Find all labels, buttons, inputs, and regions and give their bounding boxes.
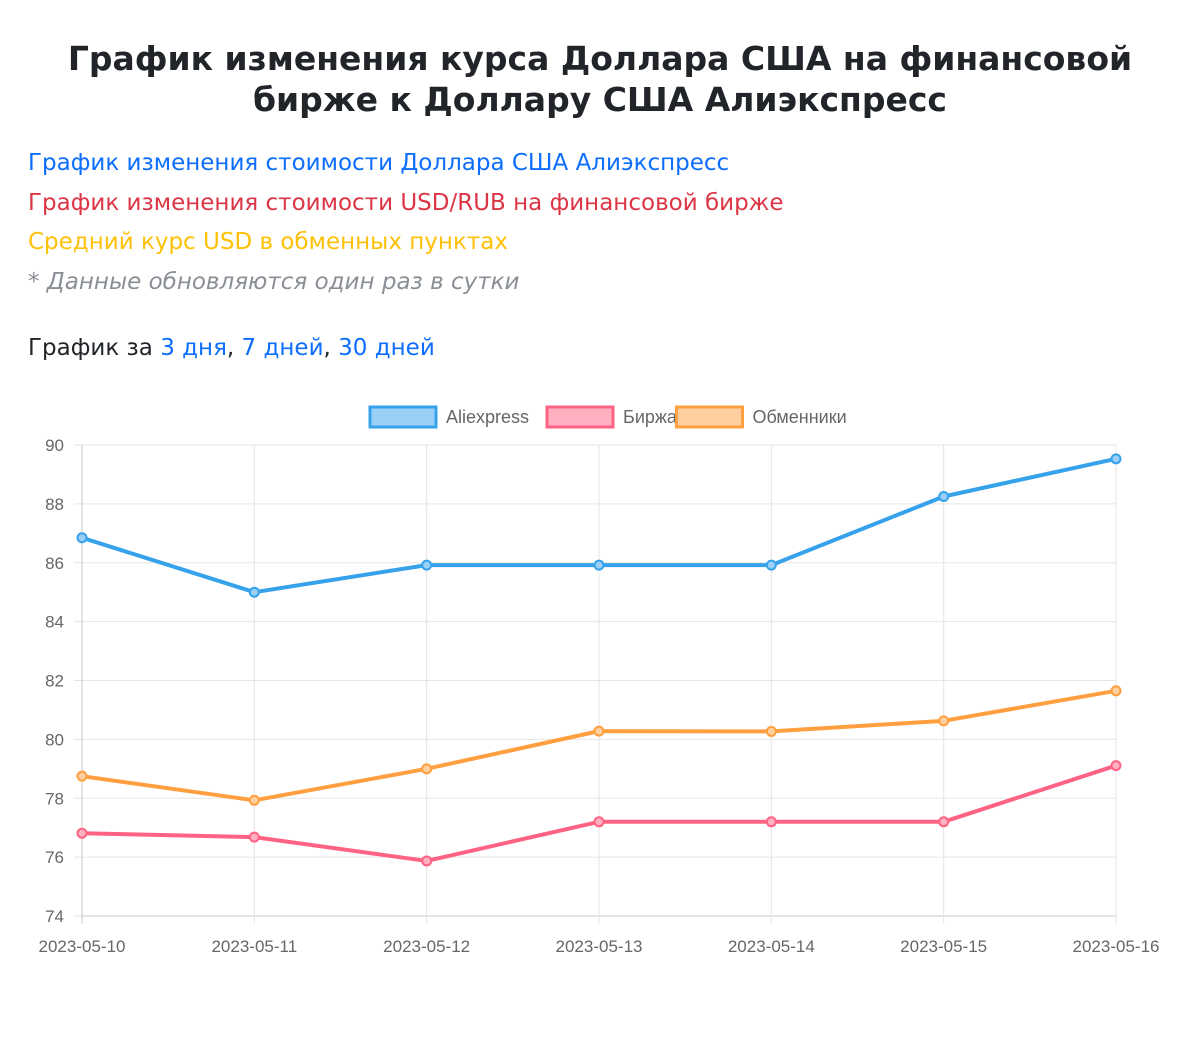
legend-swatch xyxy=(545,405,615,429)
legend-label: Aliexpress xyxy=(446,407,529,427)
x-tick-label: 2023-05-11 xyxy=(211,937,297,956)
data-point xyxy=(248,794,260,806)
data-point xyxy=(248,831,260,843)
data-point xyxy=(421,763,433,775)
data-point xyxy=(765,725,777,737)
y-tick-label: 84 xyxy=(45,613,64,632)
data-point xyxy=(421,855,433,867)
data-point xyxy=(765,559,777,571)
period-separator: , xyxy=(226,335,235,361)
x-tick-label: 2023-05-10 xyxy=(39,937,126,956)
description-aliexpress: График изменения стоимости Доллара США А… xyxy=(28,150,730,176)
description-exchangers: Средний курс USD в обменных пунктах xyxy=(28,229,508,255)
y-tick-label: 82 xyxy=(45,672,64,691)
data-point xyxy=(76,770,88,782)
data-point xyxy=(765,816,777,828)
legend-swatch xyxy=(675,405,744,429)
x-tick-label: 2023-05-16 xyxy=(1073,937,1160,956)
data-point xyxy=(1110,453,1122,465)
legend-label: Биржа xyxy=(623,407,678,427)
line-chart: 74 76 78 80 82 84 86 88 90 2023-05-10 2023-05-11 20… xyxy=(39,405,1160,956)
legend-label: Обменники xyxy=(753,407,847,427)
x-tick-label: 2023-05-13 xyxy=(556,937,643,956)
data-point xyxy=(1110,760,1122,772)
data-point xyxy=(938,491,950,503)
data-point xyxy=(76,827,88,839)
y-tick-label: 86 xyxy=(45,554,64,573)
update-note: * Данные обновляются один раз в сутки xyxy=(28,268,520,295)
data-point xyxy=(421,559,433,571)
data-point xyxy=(1110,685,1122,697)
y-tick-label: 90 xyxy=(45,436,64,455)
description-exchange: График изменения стоимости USD/RUB на фи… xyxy=(28,189,784,216)
data-point xyxy=(593,816,605,828)
period-separator: , xyxy=(323,335,331,361)
data-point xyxy=(76,532,88,544)
data-point xyxy=(938,715,950,727)
data-point xyxy=(248,586,260,598)
period-link-30-days[interactable]: 30 дней xyxy=(338,335,435,361)
page-title: График изменения курса Доллара США на фи… xyxy=(67,39,1133,119)
period-prefix: График за xyxy=(28,335,153,361)
period-link-7-days[interactable]: 7 дней xyxy=(241,335,324,361)
x-tick-label: 2023-05-12 xyxy=(383,937,470,956)
data-point xyxy=(593,725,605,737)
y-tick-label: 74 xyxy=(45,907,64,926)
x-tick-label: 2023-05-14 xyxy=(728,937,815,956)
data-point xyxy=(593,559,605,571)
description-block: График изменения стоимости Доллара США А… xyxy=(28,144,784,302)
y-tick-label: 88 xyxy=(45,495,64,514)
y-tick-label: 78 xyxy=(45,789,64,808)
legend-swatch xyxy=(368,405,438,429)
period-selector: График за 3 дня, 7 дней, 30 дней xyxy=(28,330,435,366)
y-tick-label: 76 xyxy=(45,848,64,867)
period-link-3-days[interactable]: 3 дня xyxy=(160,335,227,361)
x-tick-label: 2023-05-15 xyxy=(900,937,987,956)
data-point xyxy=(938,816,950,828)
y-tick-label: 80 xyxy=(45,730,64,749)
